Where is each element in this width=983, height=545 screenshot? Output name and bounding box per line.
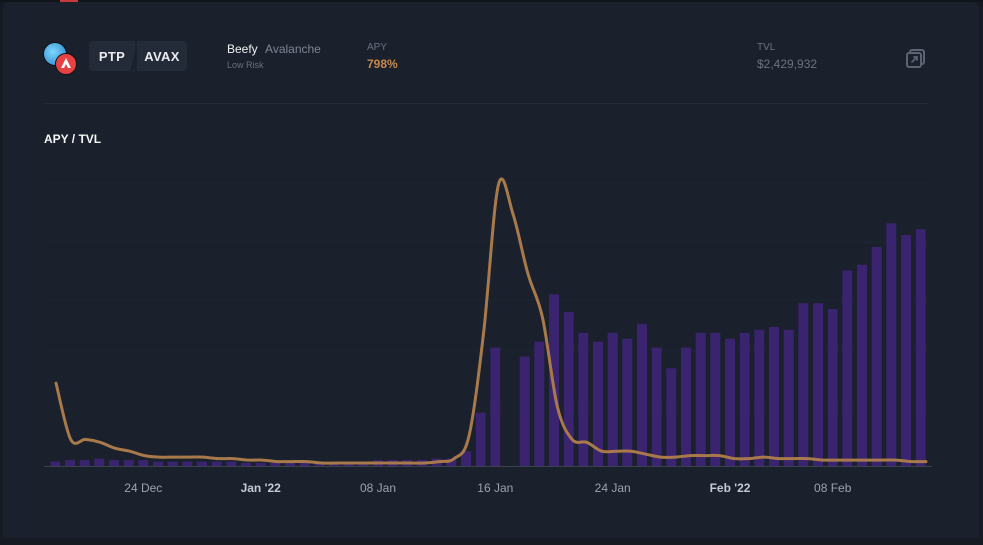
tvl-bar[interactable] — [50, 461, 61, 466]
token-logos — [43, 42, 79, 76]
tvl-bar[interactable] — [769, 326, 779, 466]
tvl-bar[interactable] — [461, 451, 471, 466]
x-tick-label: Feb '22 — [710, 481, 751, 495]
tvl-bar[interactable] — [65, 460, 75, 466]
tvl-bar[interactable] — [270, 463, 281, 466]
platform-name: Beefy — [227, 42, 258, 56]
tvl-bar[interactable] — [197, 461, 207, 466]
tvl-bar[interactable] — [255, 463, 266, 466]
token-pill-ptp: PTP — [89, 41, 135, 71]
chart-title: APY / TVL — [44, 132, 102, 146]
tvl-bar[interactable] — [123, 460, 134, 466]
tvl-bar[interactable] — [681, 347, 691, 466]
tvl-bar[interactable] — [109, 460, 119, 466]
tvl-label: TVL — [757, 42, 776, 53]
tvl-bar[interactable] — [637, 323, 647, 466]
tvl-bar[interactable] — [622, 338, 633, 466]
tvl-bar[interactable] — [886, 223, 897, 466]
external-link-button[interactable] — [905, 47, 927, 69]
tvl-bar[interactable] — [94, 458, 105, 466]
tvl-bar[interactable] — [813, 303, 823, 466]
tvl-bar[interactable] — [783, 329, 794, 466]
tvl-bar[interactable] — [167, 461, 178, 466]
tvl-bar[interactable] — [563, 312, 574, 466]
tvl-bar[interactable] — [695, 332, 706, 466]
tvl-bar[interactable] — [534, 341, 545, 466]
x-tick-label: 24 Jan — [595, 481, 631, 495]
tvl-bar[interactable] — [490, 347, 501, 466]
x-tick-label: 08 Jan — [360, 481, 396, 495]
tvl-bar[interactable] — [519, 356, 530, 467]
external-link-icon — [906, 49, 925, 68]
tvl-value: $2,429,932 — [757, 57, 818, 71]
header-divider — [43, 103, 929, 104]
tvl-bar[interactable] — [842, 270, 853, 466]
tvl-bar[interactable] — [901, 235, 911, 466]
apy-line[interactable] — [54, 177, 928, 465]
x-tick-label: Jan '22 — [241, 481, 282, 495]
tvl-bar[interactable] — [475, 412, 486, 466]
chain-name: Avalanche — [265, 42, 321, 56]
tvl-bar[interactable] — [725, 338, 735, 466]
tvl-bar[interactable] — [607, 332, 618, 466]
risk-label: Low Risk — [227, 60, 264, 70]
tvl-bar[interactable] — [138, 460, 149, 466]
tvl-bar[interactable] — [446, 458, 457, 466]
tvl-bar[interactable] — [871, 247, 882, 466]
tvl-bar[interactable] — [241, 463, 251, 466]
tvl-bar[interactable] — [299, 463, 310, 466]
x-tick-label: 08 Feb — [814, 481, 852, 495]
apy-label: APY — [367, 42, 388, 53]
tvl-bar[interactable] — [827, 309, 838, 466]
avax-token-icon — [55, 53, 77, 75]
tvl-bar[interactable] — [666, 368, 677, 466]
tvl-bar[interactable] — [739, 332, 750, 466]
bottom-strip — [0, 538, 983, 545]
x-tick-label: 24 Dec — [124, 481, 162, 495]
top-strip — [0, 0, 983, 2]
grid-lines — [44, 182, 930, 409]
token-pill-avax: AVAX — [137, 41, 187, 71]
tvl-bar[interactable] — [211, 461, 222, 466]
x-tick-label: 16 Jan — [477, 481, 513, 495]
tvl-bar[interactable] — [857, 264, 867, 466]
tvl-bar[interactable] — [79, 460, 90, 466]
previous-card-accent — [60, 0, 78, 2]
tvl-bar[interactable] — [226, 461, 237, 466]
tvl-bar[interactable] — [593, 341, 603, 466]
tvl-bar[interactable] — [798, 303, 809, 466]
tvl-bar[interactable] — [651, 347, 662, 466]
tvl-bar[interactable] — [754, 329, 765, 466]
platform-info: Beefy Avalanche — [227, 42, 321, 56]
tvl-bar[interactable] — [182, 461, 193, 466]
tvl-bar[interactable] — [285, 463, 295, 466]
tvl-bar[interactable] — [915, 229, 926, 466]
apy-value: 798% — [367, 57, 398, 71]
tvl-bar[interactable] — [153, 461, 163, 466]
tvl-bar[interactable] — [710, 332, 721, 466]
vault-header[interactable]: PTP AVAX Beefy Avalanche Low Risk APY 79… — [3, 2, 979, 102]
tvl-bar[interactable] — [578, 332, 589, 466]
tvl-bar[interactable] — [314, 463, 325, 466]
